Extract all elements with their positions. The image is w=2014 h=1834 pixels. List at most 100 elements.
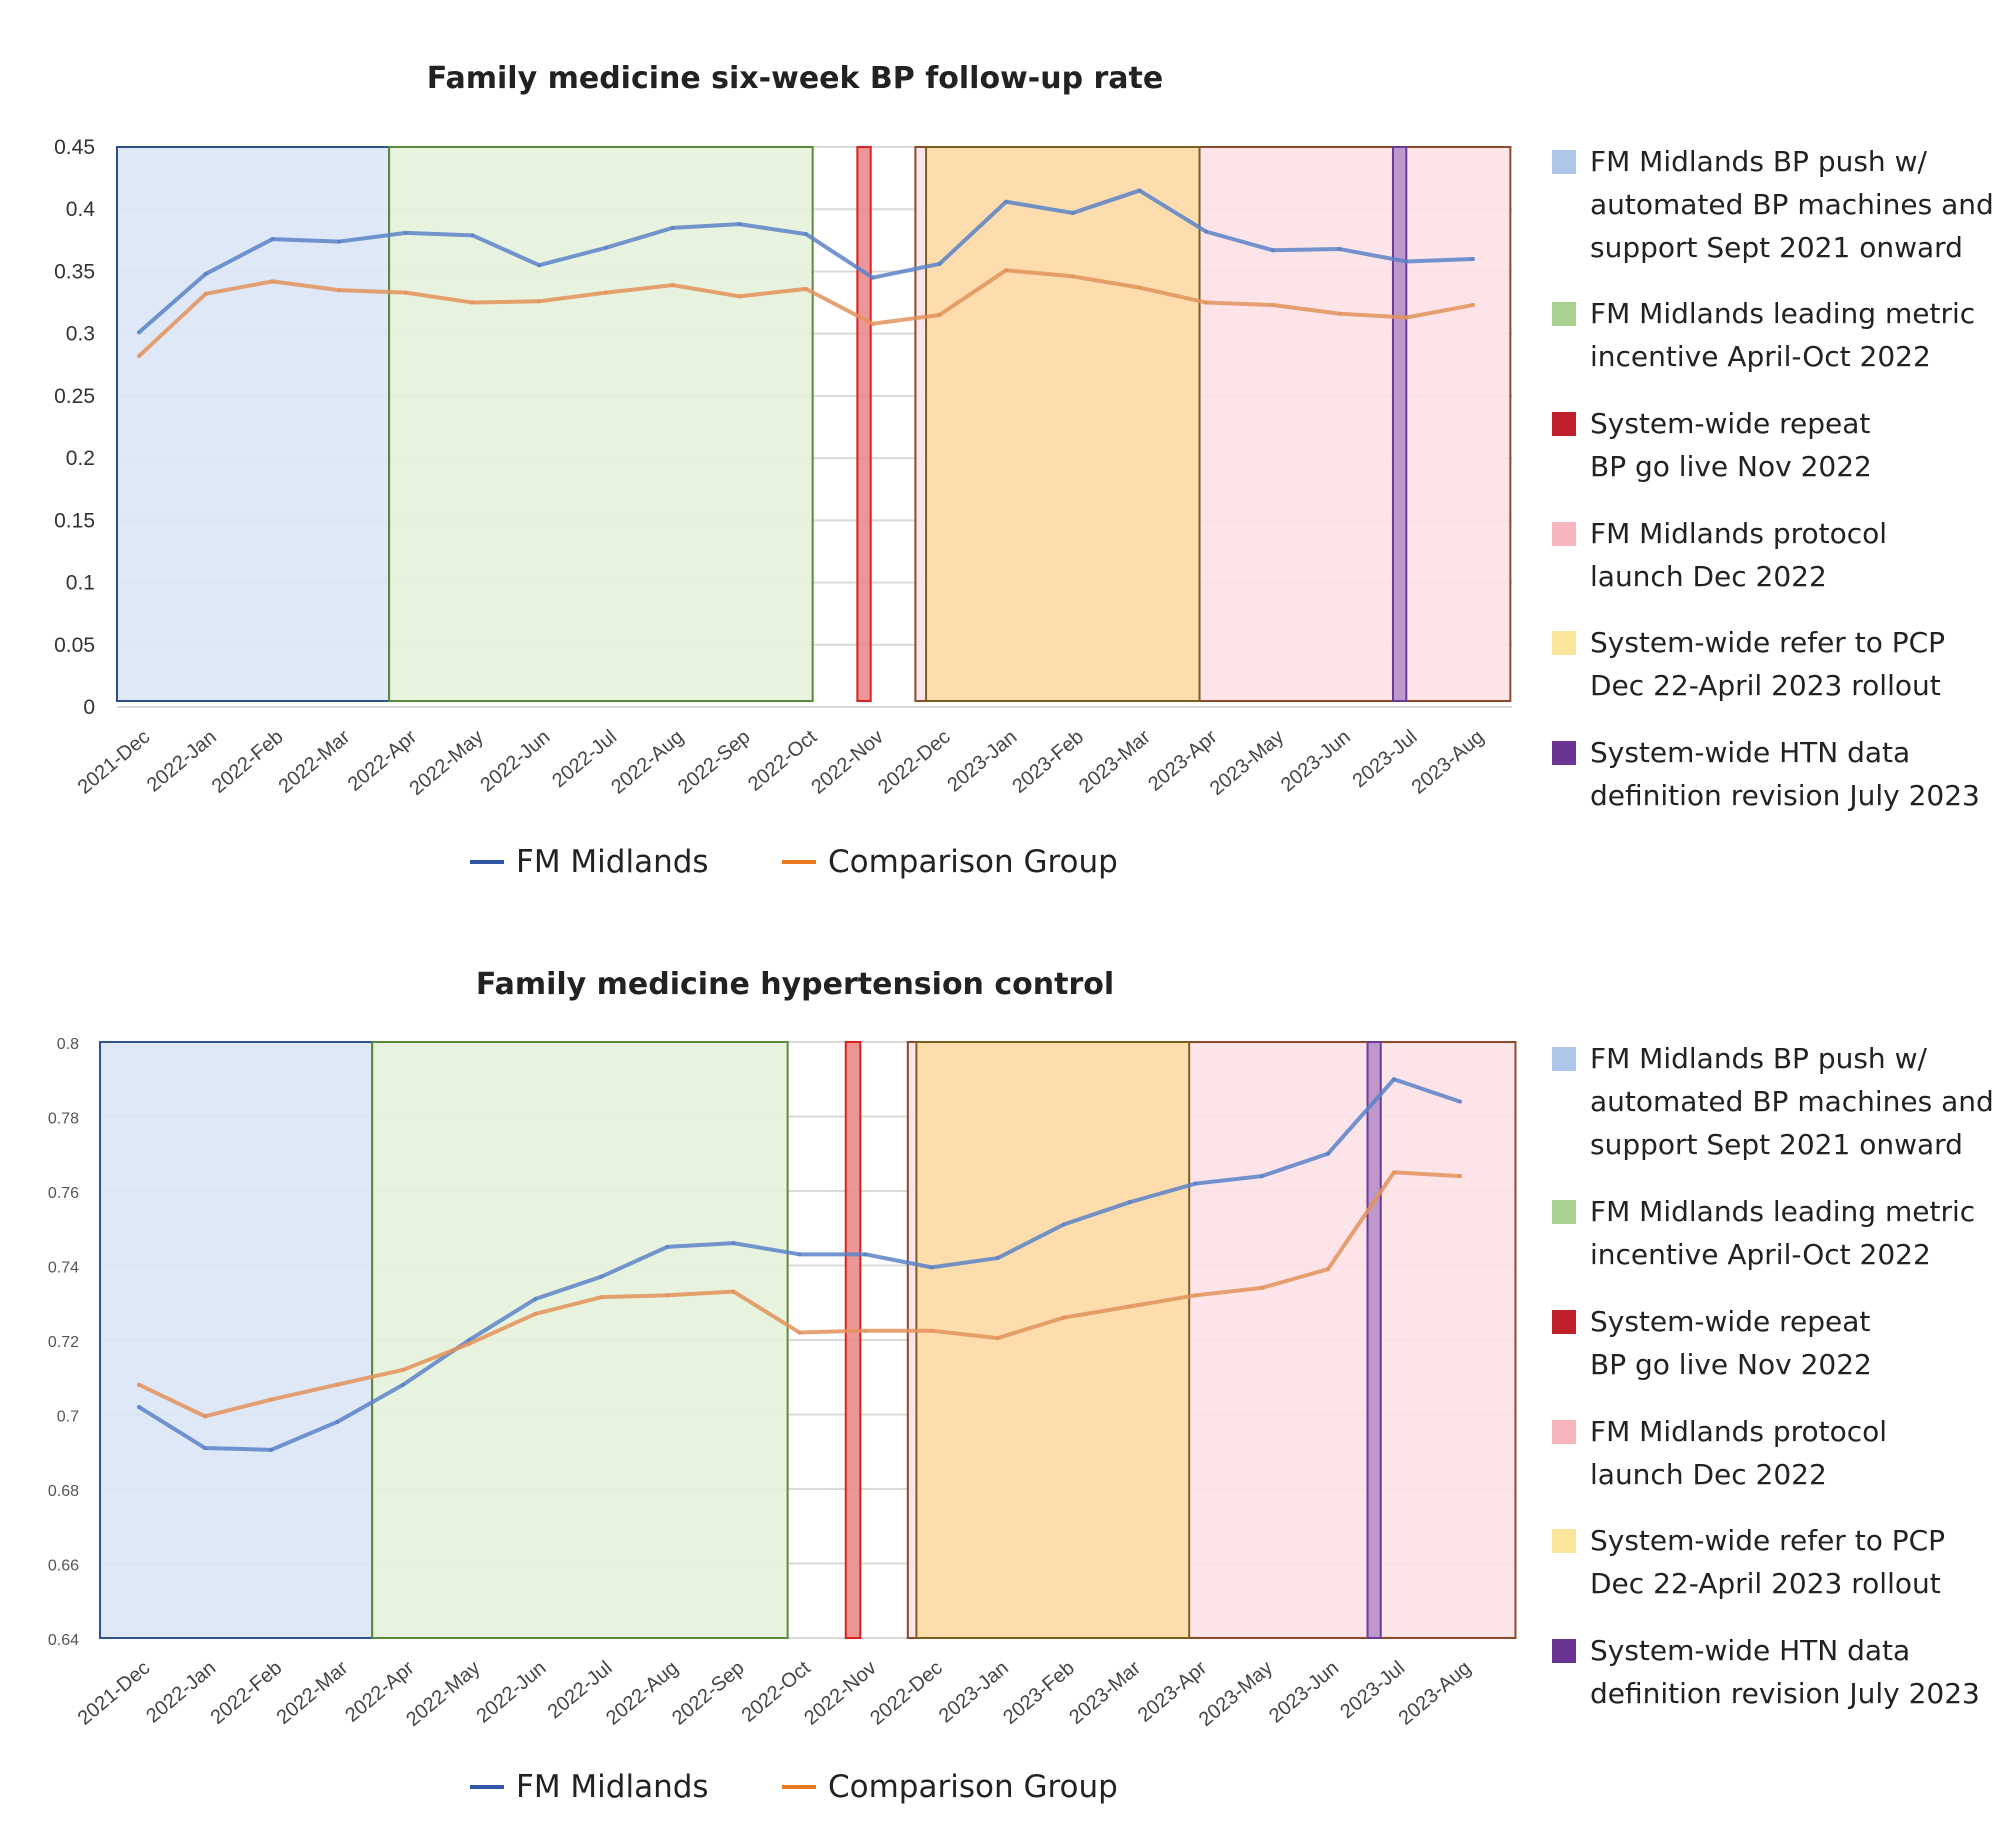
x-tick-label: 2023-Mar <box>1065 1657 1145 1729</box>
legend-item: FM Midlands protocol launch Dec 2022 <box>1552 512 2010 598</box>
data-point <box>401 1382 406 1387</box>
x-tick-label: 2022-May <box>402 1657 484 1731</box>
series-legend-fm-midlands: FM Midlands <box>470 844 709 880</box>
data-point <box>467 1341 472 1346</box>
legend-swatch-icon <box>1552 412 1576 436</box>
x-tick-label: 2022-Jan <box>143 726 221 796</box>
legend-item: FM Midlands BP push w/ automated BP mach… <box>1552 1037 2010 1166</box>
legend-item: System-wide HTN data definition revision… <box>1552 731 2010 817</box>
legend-label: System-wide repeat BP go live Nov 2022 <box>1590 407 1872 483</box>
y-tick-label: 0.1 <box>66 572 95 595</box>
data-point <box>537 263 542 268</box>
x-tick-label: 2022-Sep <box>668 1657 749 1730</box>
data-point <box>670 225 675 230</box>
legend-swatch-icon <box>1552 1047 1576 1071</box>
legend-swatch-icon <box>1552 150 1576 174</box>
y-tick-label: 0.66 <box>48 1558 79 1575</box>
y-tick-label: 0.78 <box>48 1111 79 1128</box>
data-point <box>1270 248 1275 253</box>
data-point <box>995 1256 1000 1261</box>
legend-swatch-icon <box>1552 302 1576 326</box>
data-point <box>804 232 808 237</box>
data-point <box>863 1328 868 1333</box>
legend-swatch-icon <box>1552 741 1576 765</box>
legend-label: System-wide HTN data definition revision… <box>1590 1634 1980 1710</box>
data-point <box>203 291 208 296</box>
x-tick-label: 2022-Feb <box>208 726 288 798</box>
data-point <box>537 299 542 304</box>
band-bp-push <box>99 1041 374 1639</box>
legend-item: System-wide refer to PCP Dec 22-April 20… <box>1552 1519 2010 1605</box>
y-tick-label: 0.64 <box>48 1632 79 1649</box>
y-tick-label: 0.4 <box>66 198 96 221</box>
legend-label: FM Midlands BP push w/ automated BP mach… <box>1590 1042 1994 1161</box>
legend-item: FM Midlands leading metric incentive Apr… <box>1552 292 2010 378</box>
data-point <box>403 290 408 295</box>
data-point <box>731 1289 736 1294</box>
y-tick-label: 0.8 <box>57 1036 79 1053</box>
data-point <box>1404 315 1409 320</box>
x-tick-label: 2022-Jun <box>472 1657 550 1727</box>
data-point <box>335 1382 340 1387</box>
data-point <box>203 1414 208 1419</box>
data-point <box>270 237 275 242</box>
x-tick-label: 2023-Jan <box>943 726 1021 796</box>
data-point <box>804 286 808 291</box>
x-tick-label: 2023-Feb <box>1008 726 1088 798</box>
data-point <box>731 1241 736 1246</box>
x-tick-label: 2022-Jun <box>476 726 554 796</box>
data-point <box>1137 285 1142 290</box>
x-tick-label: 2023-Jun <box>1277 726 1355 796</box>
legend-item: FM Midlands protocol launch Dec 2022 <box>1552 1410 2010 1496</box>
x-tick-label: 2022-Dec <box>874 726 955 799</box>
y-tick-label: 0.35 <box>54 260 95 283</box>
x-tick-label: 2023-Feb <box>999 1657 1079 1729</box>
data-point <box>335 1419 340 1424</box>
legend-label: FM Midlands leading metric incentive Apr… <box>1590 1195 1976 1271</box>
data-point <box>870 275 875 280</box>
legend-swatch-icon <box>1552 1310 1576 1334</box>
legend-label: FM Midlands leading metric incentive Apr… <box>1590 297 1976 373</box>
chart-title: Family medicine hypertension control <box>476 967 1114 1002</box>
band-leading-metric <box>388 146 814 702</box>
data-point <box>1471 303 1475 308</box>
data-point <box>1404 259 1409 264</box>
x-tick-label: 2022-Feb <box>207 1657 287 1729</box>
data-point <box>1193 1293 1198 1298</box>
x-tick-label: 2023-May <box>1206 726 1288 800</box>
data-point <box>1391 1170 1396 1175</box>
series-label: Comparison Group <box>828 1769 1118 1805</box>
data-point <box>137 330 141 335</box>
data-point <box>1070 210 1075 215</box>
data-point <box>1391 1077 1396 1082</box>
band-refer-pcp <box>925 146 1201 702</box>
x-tick-label: 2023-Aug <box>1408 726 1489 799</box>
series-legend-comparison: Comparison Group <box>782 1769 1118 1805</box>
data-point <box>533 1297 538 1302</box>
x-tick-label: 2023-Aug <box>1395 1657 1476 1730</box>
data-point <box>603 290 608 295</box>
data-point <box>1061 1222 1066 1227</box>
data-point <box>1193 1181 1198 1186</box>
data-point <box>1137 188 1142 193</box>
legend-swatch-icon <box>1552 1200 1576 1224</box>
comparison-line-icon <box>782 1785 816 1789</box>
data-point <box>269 1447 274 1452</box>
data-point <box>737 222 742 227</box>
data-point <box>337 239 342 244</box>
data-point <box>403 230 408 235</box>
data-point <box>929 1265 934 1270</box>
data-point <box>737 294 742 299</box>
data-point <box>797 1252 802 1257</box>
x-tick-label: 2022-Mar <box>275 726 355 798</box>
x-tick-label: 2022-May <box>405 726 487 800</box>
x-tick-label: 2022-Jan <box>142 1657 220 1727</box>
data-point <box>1471 257 1475 261</box>
data-point <box>603 245 608 250</box>
data-point <box>863 1252 868 1257</box>
data-point <box>1270 303 1275 308</box>
x-tick-label: 2022-Nov <box>800 1657 881 1730</box>
data-point <box>1004 199 1009 204</box>
data-point <box>1337 247 1342 252</box>
